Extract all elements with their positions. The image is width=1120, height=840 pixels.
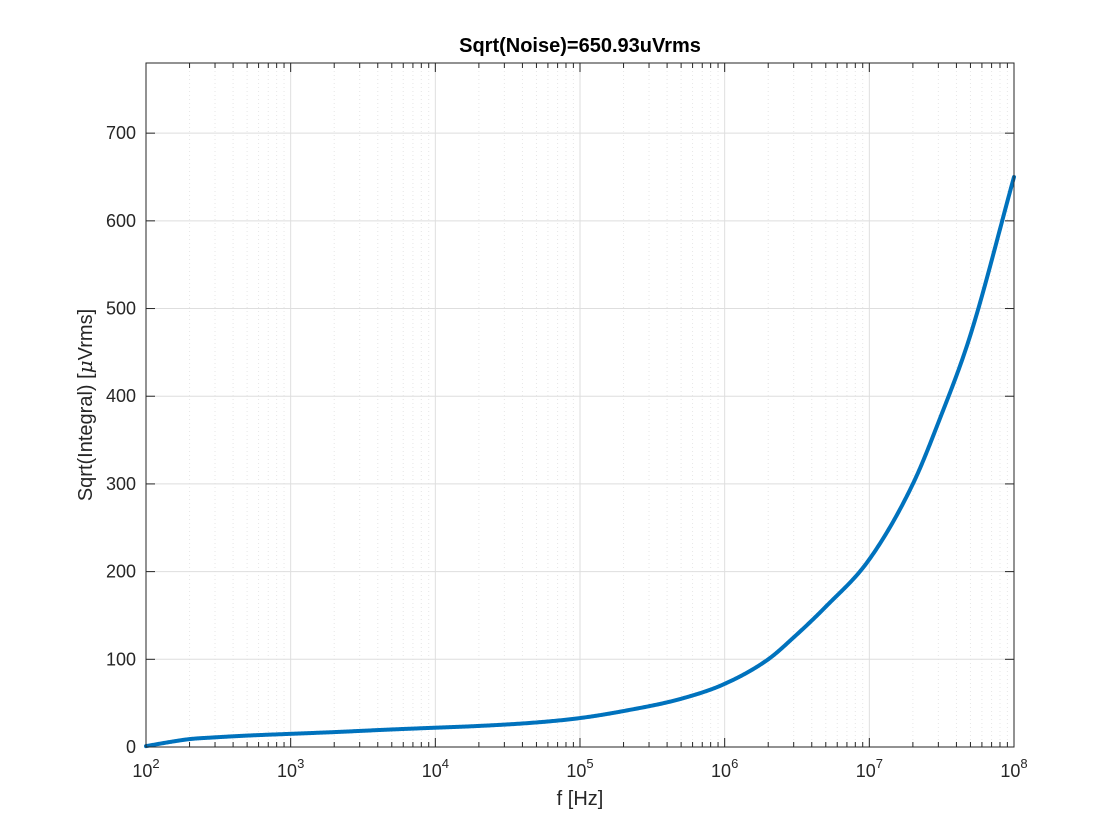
y-tick-label: 600 bbox=[106, 211, 136, 231]
y-tick-label: 100 bbox=[106, 649, 136, 669]
tick-labels: 102 103 104 105 106 107 1080100200300400500600… bbox=[106, 123, 1028, 781]
x-tick-label-base: 10 bbox=[856, 761, 876, 781]
x-tick-label-base: 10 bbox=[566, 761, 586, 781]
y-tick-label: 500 bbox=[106, 299, 136, 319]
x-tick-label: 102 bbox=[132, 756, 159, 781]
grid bbox=[145, 63, 1014, 747]
data-line bbox=[144, 175, 1016, 749]
x-tick-label-exponent: 4 bbox=[442, 756, 449, 771]
ticks bbox=[145, 63, 1015, 748]
y-tick-label: 300 bbox=[106, 474, 136, 494]
x-tick-label-exponent: 6 bbox=[731, 756, 738, 771]
x-tick-label-base: 10 bbox=[132, 761, 152, 781]
x-tick-label-exponent: 5 bbox=[586, 756, 593, 771]
series-layer bbox=[144, 175, 1016, 749]
x-tick-label: 106 bbox=[711, 756, 738, 781]
x-axis-label: f [Hz] bbox=[557, 788, 604, 810]
chart-title: Sqrt(Noise)=650.93uVrms bbox=[459, 35, 701, 57]
y-tick-label: 400 bbox=[106, 386, 136, 406]
x-tick-label: 103 bbox=[277, 756, 304, 781]
x-tick-label-base: 10 bbox=[1000, 761, 1020, 781]
x-tick-label-exponent: 8 bbox=[1020, 756, 1027, 771]
x-tick-label: 105 bbox=[566, 756, 593, 781]
y-tick-label: 0 bbox=[126, 737, 136, 757]
y-axis-label: Sqrt(Integral) [μVrms] bbox=[73, 309, 97, 501]
x-tick-label-base: 10 bbox=[711, 761, 731, 781]
x-tick-label-base: 10 bbox=[422, 761, 442, 781]
y-axis-label-text: Sqrt(Integral) [ bbox=[75, 373, 97, 501]
y-tick-label: 700 bbox=[106, 123, 136, 143]
y-tick-label: 200 bbox=[106, 562, 136, 582]
x-tick-label-exponent: 7 bbox=[876, 756, 883, 771]
x-tick-label-base: 10 bbox=[277, 761, 297, 781]
x-tick-label: 108 bbox=[1000, 756, 1027, 781]
x-tick-label-exponent: 2 bbox=[152, 756, 159, 771]
y-axis-label-mu: μ bbox=[73, 360, 97, 373]
x-tick-label-exponent: 3 bbox=[297, 756, 304, 771]
x-tick-label: 107 bbox=[856, 756, 883, 781]
y-axis-label-unit: Vrms] bbox=[75, 309, 97, 360]
x-tick-label: 104 bbox=[422, 756, 449, 781]
